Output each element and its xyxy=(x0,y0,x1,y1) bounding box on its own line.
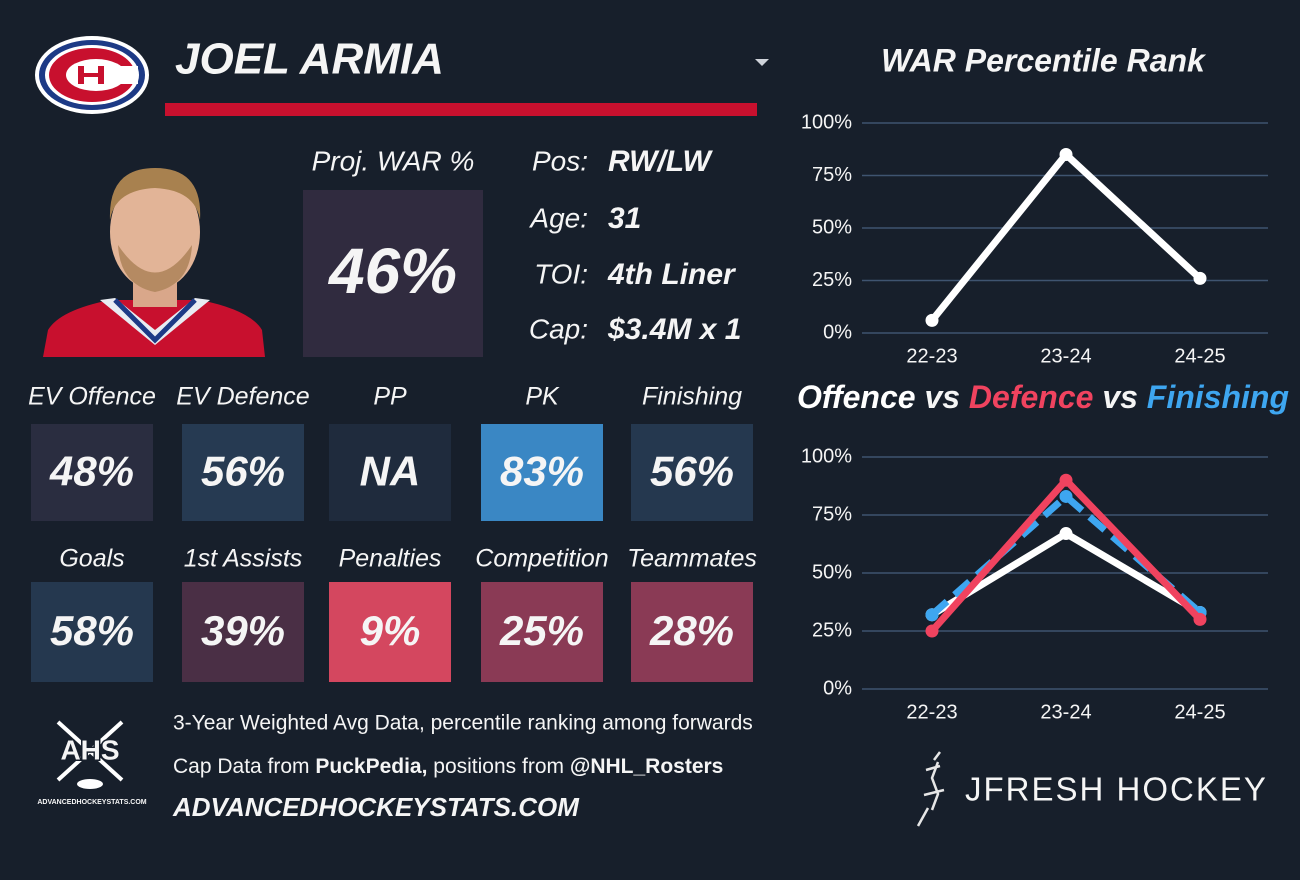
tile-label: Teammates xyxy=(627,545,757,573)
x-tick-label: 23-24 xyxy=(1040,701,1091,723)
tile xyxy=(631,424,753,521)
info-label: Cap: xyxy=(529,313,588,344)
tile-label: PK xyxy=(525,383,560,411)
point xyxy=(1193,271,1207,285)
info-value: 31 xyxy=(608,202,641,235)
info-value: RW/LW xyxy=(608,145,713,178)
point xyxy=(1059,489,1073,503)
tile xyxy=(31,582,153,682)
ahs-mark: AHS xyxy=(60,734,119,765)
tile-label: Penalties xyxy=(339,545,442,573)
info-list: Pos: RW/LW Age: 31 TOI: 4th Liner Cap: $3.4M x … xyxy=(528,145,741,346)
tile xyxy=(631,582,753,682)
brand-icon xyxy=(916,751,945,827)
legend-entry: Offence xyxy=(797,379,916,415)
proj-label: Proj. WAR % xyxy=(312,145,475,176)
info-label: TOI: xyxy=(534,258,588,289)
footer-note: 3-Year Weighted Avg Data, percentile ran… xyxy=(173,712,753,735)
footer-source: @NHL_Rosters xyxy=(570,755,724,778)
point xyxy=(1193,612,1207,626)
header-bar xyxy=(165,103,757,116)
brand: JFRESH HOCKEY xyxy=(965,771,1268,808)
x-tick-label: 23-24 xyxy=(1040,345,1091,367)
tile xyxy=(182,582,304,682)
info-value: 4th Liner xyxy=(607,258,737,291)
chart-title: WAR Percentile Rank xyxy=(881,42,1207,78)
point xyxy=(925,608,939,622)
x-tick-label: 24-25 xyxy=(1174,701,1225,723)
y-tick-label: 25% xyxy=(812,269,852,291)
tile xyxy=(31,424,153,521)
point xyxy=(1059,473,1073,487)
y-tick-label: 25% xyxy=(812,619,852,641)
ahs-site: ADVANCEDHOCKEYSTATS.COM xyxy=(37,799,146,806)
tile-value: NA xyxy=(360,448,421,495)
info-label: Age: xyxy=(528,202,588,233)
proj-value: 46% xyxy=(327,235,457,307)
point xyxy=(1059,527,1073,541)
footer-text: positions from xyxy=(427,755,569,778)
x-tick-label: 22-23 xyxy=(906,701,957,723)
proj-box xyxy=(303,190,483,357)
dropdown-arrow[interactable] xyxy=(755,59,769,66)
y-tick-label: 75% xyxy=(812,164,852,186)
tile-label: EV Defence xyxy=(176,383,309,411)
point xyxy=(1059,148,1073,161)
footer-site: ADVANCEDHOCKEYSTATS.COM xyxy=(172,792,580,822)
legend-entry: Defence xyxy=(969,379,1094,415)
tile-label: Finishing xyxy=(642,383,742,411)
y-tick-label: 50% xyxy=(812,561,852,583)
tile-value: 83% xyxy=(500,448,584,495)
tile-value: 56% xyxy=(650,448,734,495)
tile-label: Competition xyxy=(475,545,608,573)
team-logo xyxy=(35,36,149,114)
stat-tiles: EV Offence 48% EV Defence 56% PP NA PK 83% Finis… xyxy=(28,383,757,682)
tile xyxy=(481,582,603,682)
y-tick-label: 0% xyxy=(823,321,852,343)
tile-label: PP xyxy=(373,383,407,411)
tile-value: 58% xyxy=(50,607,134,654)
y-tick-label: 75% xyxy=(812,503,852,525)
x-tick-label: 22-23 xyxy=(906,345,957,367)
tile-label: 1st Assists xyxy=(184,545,303,573)
chart-title: Offence vs Defence vs Finishing xyxy=(797,379,1289,415)
tile-value: 28% xyxy=(649,607,734,654)
tile-value: 25% xyxy=(499,607,584,654)
tile-value: 9% xyxy=(360,607,421,654)
title-joiner: vs xyxy=(1093,379,1146,415)
ahs-logo: AHS ADVANCEDHOCKEYSTATS.COM xyxy=(37,720,147,806)
legend-entry: Finishing xyxy=(1147,379,1289,415)
y-tick-label: 0% xyxy=(823,677,852,699)
player-photo xyxy=(43,168,265,357)
title-joiner: vs xyxy=(916,379,969,415)
tile-value: 39% xyxy=(201,607,285,654)
tile xyxy=(182,424,304,521)
tile-value: 56% xyxy=(201,448,285,495)
point xyxy=(925,313,939,327)
tile-label: EV Offence xyxy=(28,383,156,411)
point xyxy=(925,624,939,638)
footer-source: PuckPedia, xyxy=(315,755,427,778)
y-tick-label: 100% xyxy=(801,445,852,467)
tile-value: 48% xyxy=(49,448,134,495)
info-value: $3.4M x 1 xyxy=(607,313,741,346)
tile xyxy=(329,582,451,682)
footer-text: Cap Data from xyxy=(173,755,315,778)
y-tick-label: 50% xyxy=(812,216,852,238)
tile xyxy=(481,424,603,521)
info-label: Pos: xyxy=(532,145,588,176)
player-name: JOEL ARMIA xyxy=(175,35,444,84)
tile xyxy=(329,424,451,521)
charts: WAR Percentile Rank 0% 25% 50% 75% 100% 22-23 2… xyxy=(797,42,1289,723)
footer-sources: Cap Data from PuckPedia, positions from … xyxy=(173,755,723,778)
x-tick-label: 24-25 xyxy=(1174,345,1225,367)
tile-label: Goals xyxy=(59,545,124,573)
y-tick-label: 100% xyxy=(801,111,852,133)
